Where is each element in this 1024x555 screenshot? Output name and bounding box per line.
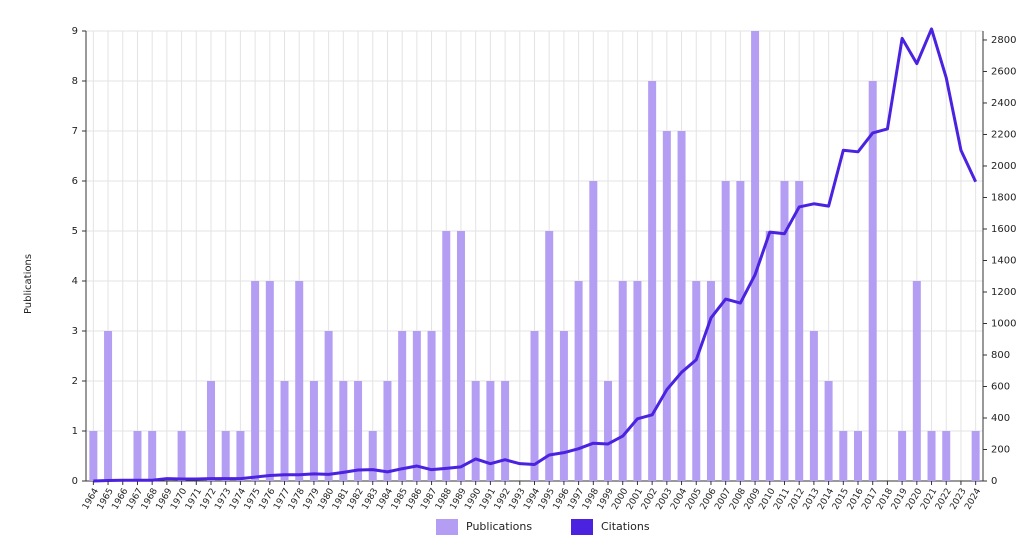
bar (530, 331, 539, 481)
y-tick-label: 2 (72, 376, 78, 387)
bar (574, 281, 583, 481)
bar (221, 431, 230, 481)
legend-swatch[interactable] (436, 519, 458, 535)
bar (427, 331, 436, 481)
line (93, 27, 978, 483)
y2-tick-label: 200 (991, 444, 1010, 455)
bar (927, 431, 936, 481)
bar (412, 331, 421, 481)
bar (251, 281, 260, 481)
y-tick-label: 9 (72, 26, 78, 37)
y2-tick-label: 2600 (991, 66, 1016, 77)
bar (486, 381, 495, 481)
y2-tick-label: 1400 (991, 255, 1016, 266)
bar (824, 381, 833, 481)
y-tick-label: 5 (72, 226, 78, 237)
y2-tick-label: 400 (991, 413, 1010, 424)
bar (324, 331, 333, 481)
bar (604, 381, 613, 481)
y2-tick-label: 2800 (991, 35, 1016, 46)
y-tick-label: 1 (72, 426, 78, 437)
bar (177, 431, 186, 481)
y-axis-label: Publications (23, 254, 34, 314)
y2-tick-label: 600 (991, 381, 1010, 392)
bar (339, 381, 348, 481)
y-tick-label: 0 (72, 476, 78, 487)
y2-tick-label: 1800 (991, 192, 1016, 203)
bar (89, 431, 98, 481)
bar (809, 331, 818, 481)
bar (295, 281, 304, 481)
bar (148, 431, 157, 481)
y-tick-label: 6 (72, 176, 78, 187)
bar (589, 181, 598, 481)
bar (868, 81, 877, 481)
bar (280, 381, 289, 481)
x-tick-label: 2024 (963, 487, 983, 512)
bar (751, 31, 760, 481)
y-tick-label: 7 (72, 126, 78, 137)
legend-label: Citations (601, 520, 650, 533)
y2-tick-label: 1000 (991, 318, 1016, 329)
bar (398, 331, 407, 481)
y-tick-label: 8 (72, 76, 78, 87)
y2-tick-label: 2400 (991, 98, 1016, 109)
bar (545, 231, 554, 481)
bar (765, 231, 774, 481)
bar (721, 181, 730, 481)
legend-label: Publications (466, 520, 532, 533)
bar (898, 431, 907, 481)
y-tick-label: 3 (72, 326, 78, 337)
bar (633, 281, 642, 481)
bar (236, 431, 245, 481)
y2-tick-label: 2200 (991, 129, 1016, 140)
bar (618, 281, 627, 481)
bar (736, 181, 745, 481)
bar (265, 281, 274, 481)
bar (912, 281, 921, 481)
bar (206, 381, 215, 481)
bar (456, 231, 465, 481)
bar (942, 431, 951, 481)
y2-tick-label: 2000 (991, 161, 1016, 172)
bar (133, 431, 142, 481)
bar (648, 81, 657, 481)
bar (368, 431, 377, 481)
y2-tick-label: 1200 (991, 287, 1016, 298)
bar (383, 381, 392, 481)
bar (501, 381, 510, 481)
y2-tick-label: 800 (991, 350, 1010, 361)
y2-tick-label: 0 (991, 476, 997, 487)
bar (354, 381, 363, 481)
bar (780, 181, 789, 481)
bar (795, 181, 804, 481)
bar (309, 381, 318, 481)
legend-swatch[interactable] (571, 519, 593, 535)
bar (662, 131, 671, 481)
bar (854, 431, 863, 481)
bar (471, 381, 480, 481)
bar (839, 431, 848, 481)
bar (559, 331, 568, 481)
y-tick-label: 4 (72, 276, 78, 287)
bar (104, 331, 113, 481)
y2-tick-label: 1600 (991, 224, 1016, 235)
bar (692, 281, 701, 481)
bar (442, 231, 451, 481)
bar (971, 431, 980, 481)
bar (706, 281, 715, 481)
bar (677, 131, 686, 481)
